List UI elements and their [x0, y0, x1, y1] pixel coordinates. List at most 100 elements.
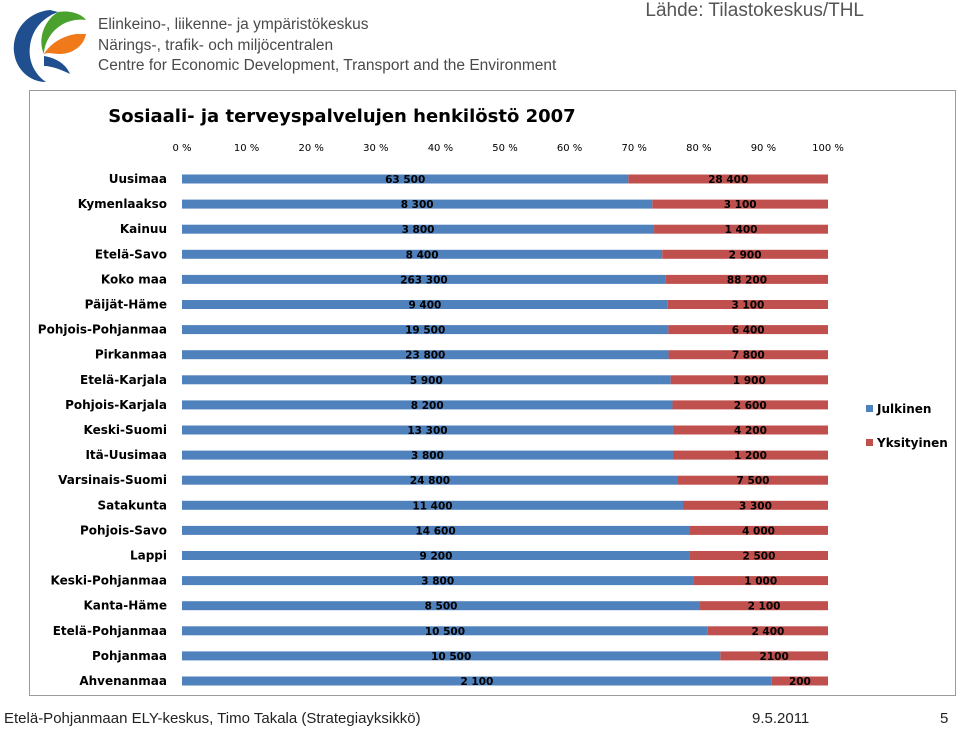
data-label-julkinen: 63 500: [385, 174, 425, 186]
bar-yksityinen: [693, 576, 828, 586]
legend-swatch: [866, 405, 873, 412]
bar-julkinen: [182, 400, 673, 410]
category-label: Päijät-Häme: [85, 298, 167, 312]
data-label-yksityinen: 3 300: [739, 500, 772, 512]
category-label: Etelä-Pohjanmaa: [53, 624, 167, 638]
x-tick-label: 40 %: [428, 143, 453, 154]
legend-swatch: [866, 439, 873, 446]
bar-yksityinen: [665, 274, 828, 284]
bar-julkinen: [182, 475, 678, 485]
data-label-yksityinen: 2 500: [743, 551, 776, 563]
source-label: Lähde: Tilastokeskus/THL: [645, 0, 864, 21]
bar-yksityinen: [668, 350, 828, 360]
data-label-yksityinen: 1 400: [725, 224, 758, 236]
data-label-yksityinen: 2 100: [748, 601, 781, 613]
category-label: Etelä-Karjala: [80, 373, 167, 387]
bar-julkinen: [182, 525, 690, 535]
data-label-julkinen: 8 400: [406, 249, 439, 261]
bar-yksityinen: [668, 325, 828, 335]
data-label-yksityinen: 2 400: [751, 626, 784, 638]
bar-yksityinen: [700, 601, 828, 611]
bar-julkinen: [182, 174, 629, 184]
data-label-julkinen: 11 400: [412, 500, 452, 512]
chart-title: Sosiaali- ja terveyspalvelujen henkilöst…: [108, 106, 575, 127]
data-label-yksityinen: 3 100: [731, 300, 764, 312]
bar-julkinen: [182, 199, 653, 209]
category-label: Satakunta: [98, 498, 167, 512]
bar-yksityinen: [672, 450, 828, 460]
category-label: Lappi: [130, 549, 167, 563]
data-label-julkinen: 3 800: [421, 576, 454, 588]
bar-julkinen: [182, 676, 772, 686]
org-name-sv: Närings-, trafik- och miljöcentralen: [98, 37, 334, 54]
bar-yksityinen: [672, 425, 828, 435]
data-label-yksityinen: 4 200: [734, 425, 767, 437]
x-tick-label: 0 %: [172, 143, 191, 154]
stacked-bar-chart: Sosiaali- ja terveyspalvelujen henkilöst…: [38, 106, 948, 688]
data-label-yksityinen: 28 400: [708, 174, 748, 186]
bar-julkinen: [182, 274, 666, 284]
data-label-julkinen: 8 500: [425, 601, 458, 613]
data-label-yksityinen: 7 800: [732, 350, 765, 362]
data-label-yksityinen: 1 900: [733, 375, 766, 387]
bar-yksityinen: [720, 651, 828, 661]
category-label: Koko maa: [101, 272, 167, 286]
bar-yksityinen: [771, 676, 828, 686]
data-label-yksityinen: 1 000: [744, 576, 777, 588]
category-label: Pohjanmaa: [92, 649, 167, 663]
category-label: Pohjois-Karjala: [65, 398, 167, 412]
bar-yksityinen: [667, 300, 828, 309]
bar-julkinen: [182, 551, 690, 560]
category-label: Varsinais-Suomi: [58, 473, 167, 487]
x-tick-label: 50 %: [492, 143, 517, 154]
bar-julkinen: [182, 224, 655, 234]
data-label-yksityinen: 2 900: [729, 249, 762, 261]
bar-julkinen: [182, 249, 663, 259]
data-label-yksityinen: 6 400: [732, 325, 765, 337]
bar-julkinen: [182, 450, 673, 460]
bar-yksityinen: [682, 500, 828, 510]
category-label: Uusimaa: [109, 172, 167, 186]
data-label-julkinen: 10 500: [425, 626, 465, 638]
data-label-yksityinen: 88 200: [727, 274, 767, 286]
category-label: Pohjois-Savo: [80, 523, 167, 537]
bar-yksityinen: [707, 626, 828, 636]
category-label: Kainuu: [120, 222, 167, 236]
category-label: Kanta-Häme: [83, 599, 167, 613]
data-label-julkinen: 9 200: [420, 551, 453, 563]
data-label-yksityinen: 2 600: [734, 400, 767, 412]
x-tick-label: 60 %: [557, 143, 582, 154]
bar-yksityinen: [662, 249, 828, 259]
bar-julkinen: [182, 375, 671, 385]
data-label-julkinen: 263 300: [400, 274, 448, 286]
x-tick-label: 80 %: [686, 143, 711, 154]
bar-julkinen: [182, 325, 669, 335]
data-label-yksityinen: 7 500: [737, 475, 770, 487]
bar-yksityinen: [652, 199, 828, 209]
bar-julkinen: [182, 601, 701, 611]
ely-logo: [13, 10, 86, 82]
legend-label: Julkinen: [876, 402, 931, 416]
data-label-yksityinen: 3 100: [724, 199, 757, 211]
bar-yksityinen: [628, 174, 828, 184]
data-label-yksityinen: 4 000: [742, 525, 775, 537]
data-label-yksityinen: 1 200: [734, 450, 767, 462]
data-label-julkinen: 8 200: [411, 400, 444, 412]
category-label: Ahvenanmaa: [79, 674, 167, 688]
org-name-en: Centre for Economic Development, Transpo…: [98, 57, 557, 74]
bar-yksityinen: [654, 224, 828, 234]
x-tick-label: 20 %: [298, 143, 323, 154]
category-label: Etelä-Savo: [95, 247, 167, 261]
bar-julkinen: [182, 500, 683, 510]
x-tick-label: 10 %: [234, 143, 259, 154]
data-label-julkinen: 23 800: [405, 350, 445, 362]
data-label-julkinen: 3 800: [411, 450, 444, 462]
category-label: Kymenlaakso: [78, 197, 167, 211]
bar-yksityinen: [689, 525, 828, 535]
chart-frame: Sosiaali- ja terveyspalvelujen henkilöst…: [29, 90, 956, 696]
data-label-julkinen: 10 500: [431, 651, 471, 663]
category-label: Keski-Pohjanmaa: [51, 574, 167, 588]
data-label-julkinen: 24 800: [410, 475, 450, 487]
data-label-julkinen: 14 600: [415, 525, 455, 537]
data-label-julkinen: 13 300: [407, 425, 447, 437]
